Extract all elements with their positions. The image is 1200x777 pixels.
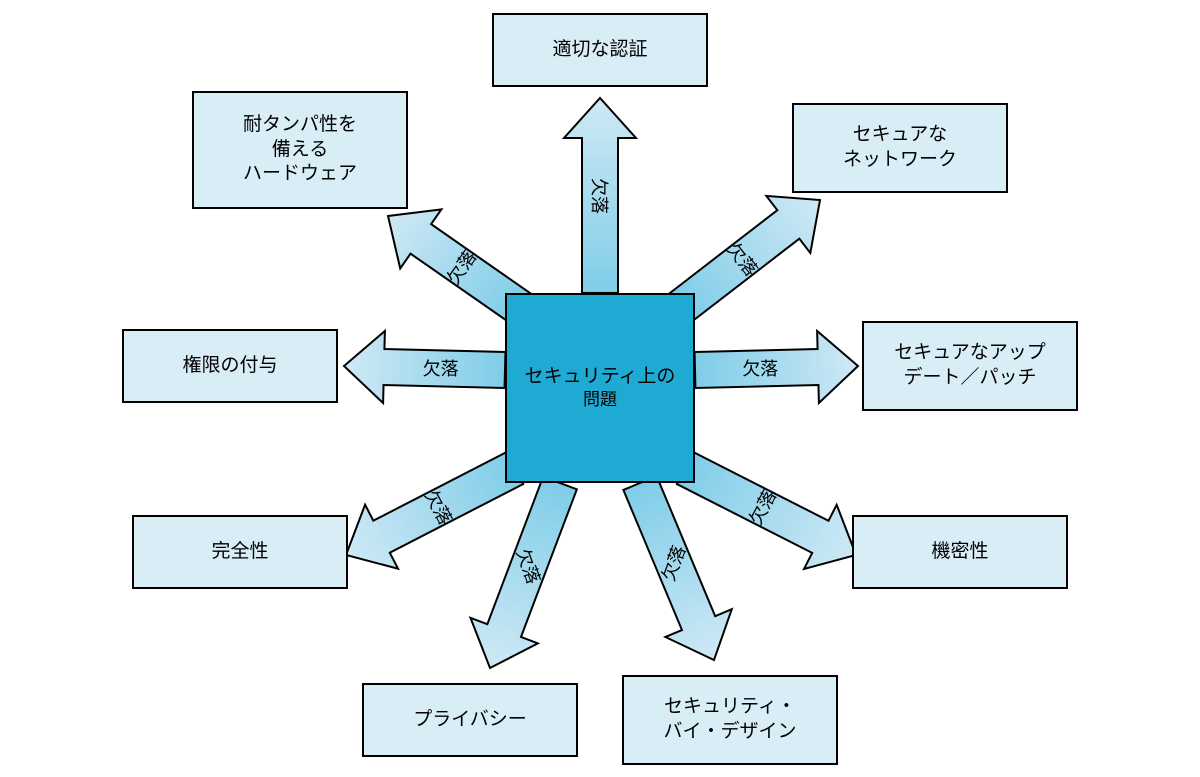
arrow-label: 欠落 [742,485,782,529]
outer-node-auth: 適切な認証 [492,13,708,87]
outer-node-confidential: 機密性 [852,515,1068,589]
arrow-label: 欠落 [722,237,765,281]
outer-node-label: 完全性 [211,540,268,565]
outer-node-authz: 権限の付与 [122,329,338,403]
arrow-label: 欠落 [655,541,692,584]
outer-node-sbd: セキュリティ・ バイ・デザイン [622,675,838,765]
outer-node-label: 適切な認証 [552,38,647,63]
arrow-label: 欠落 [510,545,547,588]
outer-node-tamper: 耐タンパ性を 備える ハードウェア [192,91,408,209]
outer-node-label: セキュアなアップ デート／パッチ [894,341,1046,390]
outer-node-label: セキュリティ・ バイ・デザイン [663,695,796,744]
center-node: セキュリティ上の 問題 [505,293,695,483]
outer-node-privacy: プライバシー [362,683,578,757]
outer-node-label: 機密性 [931,540,988,565]
outer-node-label: プライバシー [413,708,527,733]
arrow-label: 欠落 [587,178,613,214]
center-label-2: 問題 [583,389,617,411]
outer-node-update: セキュアなアップ デート／パッチ [862,321,1078,411]
arrow-label: 欠落 [419,485,459,529]
outer-node-label: 権限の付与 [182,354,277,379]
arrow-label: 欠落 [423,355,459,381]
center-label-1: セキュリティ上の [525,365,676,390]
outer-node-label: セキュアな ネットワーク [843,123,957,172]
outer-node-label: 耐タンパ性を 備える ハードウェア [243,113,357,187]
arrow-label: 欠落 [742,355,778,381]
outer-node-network: セキュアな ネットワーク [792,103,1008,193]
outer-node-integrity: 完全性 [132,515,348,589]
diagram-canvas: { "diagram": { "type": "radial-spoke", "… [0,0,1200,777]
arrow-label: 欠落 [440,244,482,288]
